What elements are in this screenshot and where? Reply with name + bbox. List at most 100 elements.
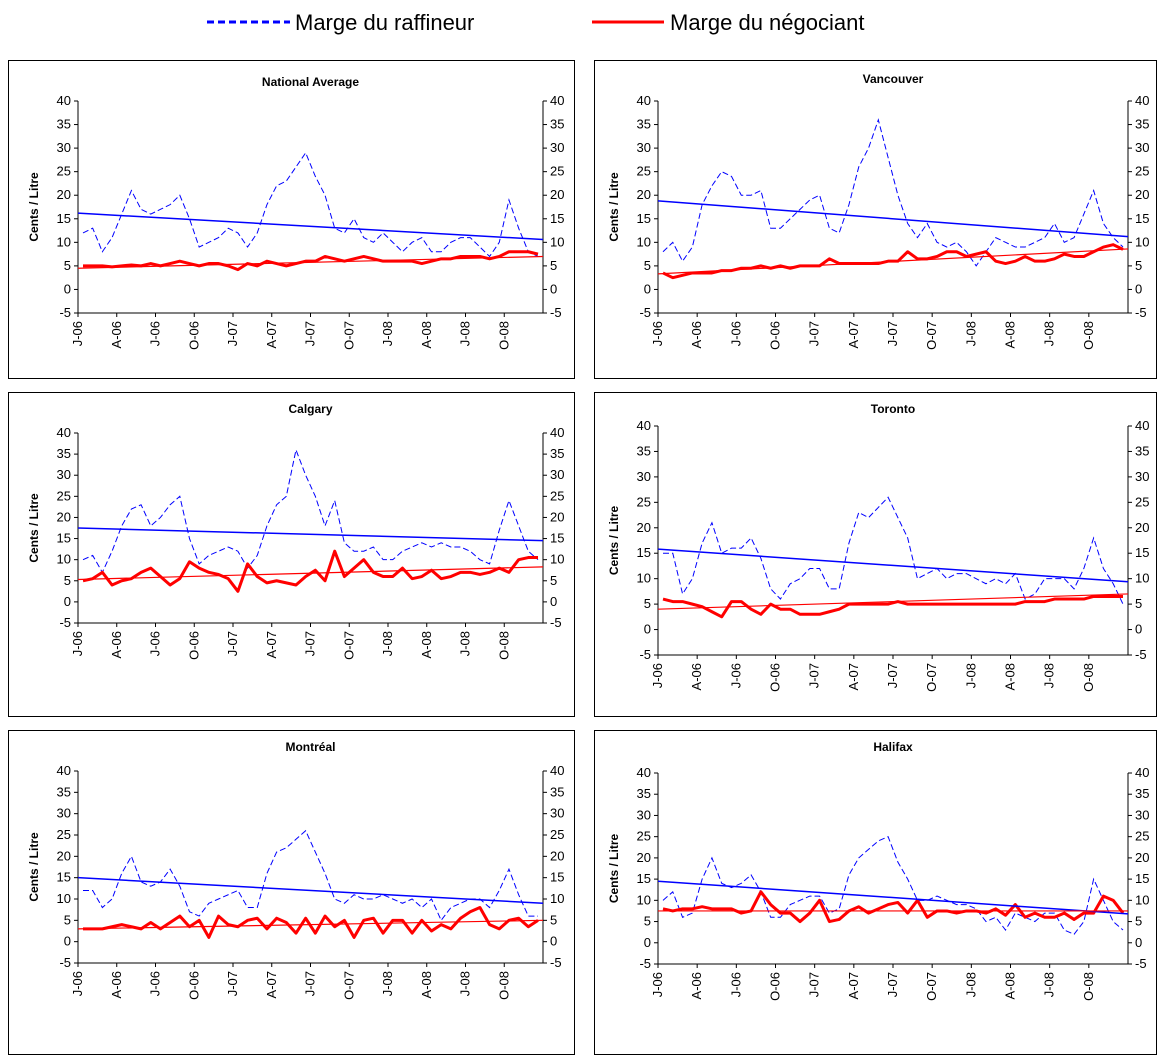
y-tick-label-right: 40 xyxy=(550,425,564,440)
y-tick-label-left: 35 xyxy=(57,784,71,799)
x-tick-label: J-08 xyxy=(380,321,395,346)
y-tick-label-right: 0 xyxy=(1135,935,1142,950)
y-tick-label-left: 20 xyxy=(637,520,651,535)
chart-legend: Marge du raffineur Marge du négociant xyxy=(207,10,864,35)
y-tick-label-right: 15 xyxy=(550,870,564,885)
x-tick-label: J-06 xyxy=(70,631,85,656)
y-tick-label-left: 25 xyxy=(57,488,71,503)
y-tick-label-right: 30 xyxy=(1135,807,1149,822)
y-tick-label-left: -5 xyxy=(639,956,651,971)
x-tick-label: O-06 xyxy=(186,321,201,350)
x-tick-label: A-07 xyxy=(264,971,279,998)
x-tick-label: J-08 xyxy=(1042,321,1057,346)
x-tick-label: J-08 xyxy=(458,971,473,996)
chart-svg-montreal: Montréal Cents / Litre -5 -5 0 0 5 5 10 10 15 15 20 2… xyxy=(27,740,564,1000)
x-tick-label: J-08 xyxy=(458,631,473,656)
chart-title: National Average xyxy=(262,75,359,89)
y-tick-label-left: 35 xyxy=(57,446,71,461)
y-tick-label-left: 10 xyxy=(57,891,71,906)
x-tick-label: J-06 xyxy=(148,631,163,656)
x-tick-label: J-08 xyxy=(380,631,395,656)
y-tick-label-left: 10 xyxy=(57,234,71,249)
x-tick-label: J-06 xyxy=(728,663,743,688)
chart-panel-halifax: Halifax Cents / Litre -5 -5 0 0 5 5 10 10 15 15 20 20… xyxy=(594,730,1157,1055)
x-tick-label: O-07 xyxy=(924,663,939,692)
x-tick-label: O-07 xyxy=(924,321,939,350)
x-tick-label: A-06 xyxy=(689,321,704,348)
y-tick-label-left: 10 xyxy=(637,234,651,249)
y-tick-label-left: 0 xyxy=(64,594,71,609)
y-tick-label-left: 20 xyxy=(57,848,71,863)
chart-title: Vancouver xyxy=(863,72,924,86)
y-tick-label-left: 30 xyxy=(57,467,71,482)
x-tick-label: A-06 xyxy=(109,631,124,658)
y-tick-label-right: 5 xyxy=(550,912,557,927)
y-tick-label-right: 30 xyxy=(550,806,564,821)
x-tick-label: J-07 xyxy=(807,972,822,997)
y-tick-label-right: 25 xyxy=(1135,164,1149,179)
trend-line-refiner xyxy=(657,548,1129,583)
x-tick-label: J-06 xyxy=(148,321,163,346)
y-tick-label-left: 10 xyxy=(637,892,651,907)
y-tick-label-right: 15 xyxy=(1135,545,1149,560)
y-tick-label-right: 40 xyxy=(550,763,564,778)
y-tick-label-right: 0 xyxy=(1135,622,1142,637)
x-tick-label: J-07 xyxy=(225,321,240,346)
trend-line-refiner xyxy=(77,876,544,905)
x-tick-label: O-08 xyxy=(1081,972,1096,1001)
x-tick-label: O-08 xyxy=(496,971,511,1000)
x-tick-label: J-08 xyxy=(963,663,978,688)
y-tick-label-left: 20 xyxy=(637,850,651,865)
y-tick-label-right: -5 xyxy=(1135,305,1147,320)
chart-svg-vancouver: Vancouver Cents / Litre -5 -5 0 0 5 5 10 10 15 15 20… xyxy=(607,72,1149,350)
y-tick-label-left: 30 xyxy=(637,469,651,484)
y-tick-label-left: 25 xyxy=(637,829,651,844)
y-tick-label-left: 35 xyxy=(637,786,651,801)
y-tick-label-left: 25 xyxy=(57,827,71,842)
y-tick-label-right: 20 xyxy=(550,187,564,202)
y-tick-label-left: 40 xyxy=(57,763,71,778)
y-tick-label-right: 30 xyxy=(1135,140,1149,155)
trend-line-refiner xyxy=(657,200,1129,238)
x-tick-label: O-08 xyxy=(496,631,511,660)
x-tick-label: A-07 xyxy=(264,321,279,348)
y-tick-label-right: 25 xyxy=(550,164,564,179)
y-tick-label-right: 40 xyxy=(1135,418,1149,433)
y-tick-label-right: 10 xyxy=(1135,234,1149,249)
x-tick-label: J-07 xyxy=(225,971,240,996)
x-tick-label: A-07 xyxy=(264,631,279,658)
x-tick-label: J-08 xyxy=(1042,663,1057,688)
y-tick-label-left: 5 xyxy=(644,258,651,273)
y-tick-label-right: 30 xyxy=(550,140,564,155)
y-tick-label-right: 15 xyxy=(550,531,564,546)
y-tick-label-right: -5 xyxy=(1135,956,1147,971)
chart-panel-national-average: National Average Cents / Litre -5 -5 0 0 5 5 10 1… xyxy=(8,60,575,379)
x-tick-label: A-07 xyxy=(846,972,861,999)
chart-title: Calgary xyxy=(288,402,332,416)
x-tick-label: O-08 xyxy=(1081,663,1096,692)
y-tick-label-left: 5 xyxy=(644,596,651,611)
x-tick-label: O-06 xyxy=(186,631,201,660)
x-tick-label: A-06 xyxy=(109,971,124,998)
x-tick-label: O-06 xyxy=(768,321,783,350)
series-line-refiner xyxy=(662,836,1124,935)
y-tick-label-left: 20 xyxy=(57,187,71,202)
y-tick-label-right: -5 xyxy=(550,305,562,320)
chart-panel-montreal: Montréal Cents / Litre -5 -5 0 0 5 5 10 10 15 15 20 2… xyxy=(8,730,575,1055)
chart-title: Toronto xyxy=(871,402,915,416)
y-tick-label-left: 25 xyxy=(57,164,71,179)
x-tick-label: O-07 xyxy=(341,631,356,660)
y-tick-label-right: 20 xyxy=(1135,520,1149,535)
y-tick-label-left: -5 xyxy=(59,615,71,630)
x-tick-label: J-06 xyxy=(70,971,85,996)
x-tick-label: J-08 xyxy=(380,971,395,996)
y-tick-label-left: -5 xyxy=(639,647,651,662)
x-tick-label: O-06 xyxy=(768,972,783,1001)
y-tick-label-right: 15 xyxy=(1135,871,1149,886)
y-tick-label-left: 40 xyxy=(637,765,651,780)
chart-title: Halifax xyxy=(873,740,913,754)
trend-line-retailer xyxy=(77,566,544,581)
y-tick-label-left: 15 xyxy=(57,211,71,226)
x-tick-label: A-06 xyxy=(689,663,704,690)
y-tick-label-right: 10 xyxy=(550,891,564,906)
